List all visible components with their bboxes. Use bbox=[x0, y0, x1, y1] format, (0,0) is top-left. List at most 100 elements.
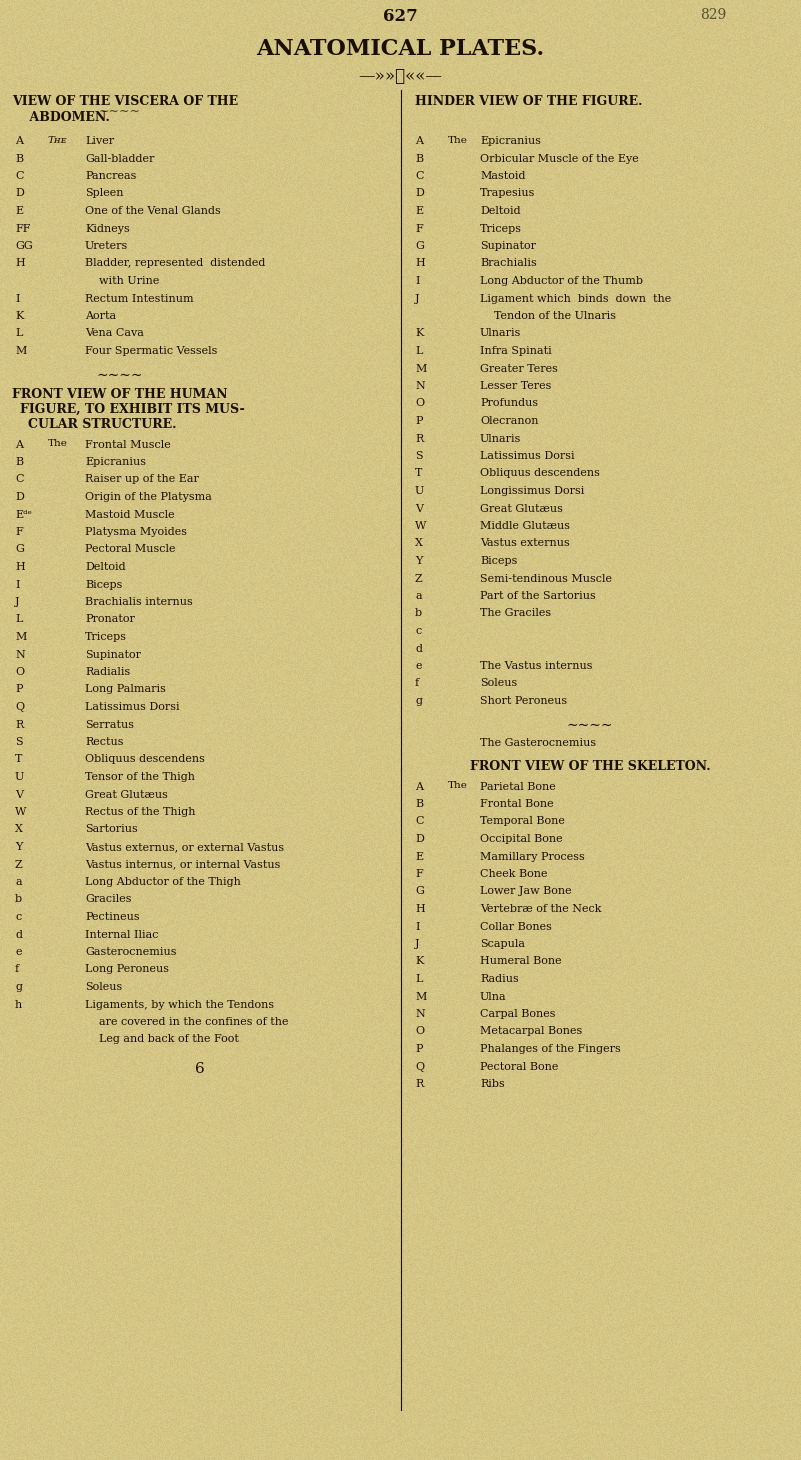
Text: N: N bbox=[415, 381, 425, 391]
Text: P: P bbox=[415, 1044, 422, 1054]
Text: Olecranon: Olecranon bbox=[480, 416, 538, 426]
Text: Parietal Bone: Parietal Bone bbox=[480, 781, 556, 791]
Text: Ribs: Ribs bbox=[480, 1079, 505, 1089]
Text: Y: Y bbox=[415, 556, 422, 566]
Text: Tendon of the Ulnaris: Tendon of the Ulnaris bbox=[480, 311, 616, 321]
Text: O: O bbox=[415, 399, 424, 409]
Text: C: C bbox=[15, 171, 23, 181]
Text: W: W bbox=[415, 521, 426, 531]
Text: X: X bbox=[15, 825, 23, 835]
Text: Obliquus descendens: Obliquus descendens bbox=[85, 755, 205, 765]
Text: ∼∼∼∼: ∼∼∼∼ bbox=[99, 105, 141, 118]
Text: P: P bbox=[15, 685, 22, 695]
Text: Supinator: Supinator bbox=[85, 650, 141, 660]
Text: Leg and back of the Foot: Leg and back of the Foot bbox=[85, 1035, 239, 1044]
Text: N: N bbox=[15, 650, 25, 660]
Text: g: g bbox=[15, 983, 22, 991]
Text: Ulna: Ulna bbox=[480, 991, 506, 1002]
Text: J: J bbox=[15, 597, 20, 607]
Text: K: K bbox=[415, 956, 424, 967]
Text: Long Abductor of the Thigh: Long Abductor of the Thigh bbox=[85, 877, 241, 888]
Text: F: F bbox=[15, 527, 22, 537]
Text: e: e bbox=[415, 661, 421, 672]
Text: Bladder, represented  distended: Bladder, represented distended bbox=[85, 258, 265, 269]
Text: Vastus externus, or external Vastus: Vastus externus, or external Vastus bbox=[85, 842, 284, 853]
Text: ∼∼∼∼: ∼∼∼∼ bbox=[97, 368, 143, 381]
Text: Rectus of the Thigh: Rectus of the Thigh bbox=[85, 807, 195, 818]
Text: 829: 829 bbox=[700, 7, 727, 22]
Text: Ligaments, by which the Tendons: Ligaments, by which the Tendons bbox=[85, 1000, 274, 1009]
Text: Orbicular Muscle of the Eye: Orbicular Muscle of the Eye bbox=[480, 153, 638, 164]
Text: Tensor of the Thigh: Tensor of the Thigh bbox=[85, 772, 195, 783]
Text: O: O bbox=[415, 1026, 424, 1037]
Text: e: e bbox=[15, 948, 22, 956]
Text: Phalanges of the Fingers: Phalanges of the Fingers bbox=[480, 1044, 621, 1054]
Text: S: S bbox=[15, 737, 22, 748]
Text: G: G bbox=[415, 241, 424, 251]
Text: The Vastus internus: The Vastus internus bbox=[480, 661, 593, 672]
Text: Graciles: Graciles bbox=[85, 895, 131, 905]
Text: B: B bbox=[15, 153, 23, 164]
Text: ANATOMICAL PLATES.: ANATOMICAL PLATES. bbox=[256, 38, 544, 60]
Text: B: B bbox=[415, 799, 423, 809]
Text: Eᵈᵉ: Eᵈᵉ bbox=[15, 510, 32, 520]
Text: Sartorius: Sartorius bbox=[85, 825, 138, 835]
Text: Humeral Bone: Humeral Bone bbox=[480, 956, 562, 967]
Text: L: L bbox=[415, 346, 422, 356]
Text: D: D bbox=[15, 492, 24, 502]
Text: Frontal Muscle: Frontal Muscle bbox=[85, 439, 171, 450]
Text: Biceps: Biceps bbox=[480, 556, 517, 566]
Text: Infra Spinati: Infra Spinati bbox=[480, 346, 552, 356]
Text: O: O bbox=[15, 667, 24, 677]
Text: E: E bbox=[415, 206, 423, 216]
Text: X: X bbox=[415, 539, 423, 549]
Text: Obliquus descendens: Obliquus descendens bbox=[480, 469, 600, 479]
Text: d: d bbox=[415, 644, 422, 654]
Text: 627: 627 bbox=[383, 7, 417, 25]
Text: Semi-tendinous Muscle: Semi-tendinous Muscle bbox=[480, 574, 612, 584]
Text: Collar Bones: Collar Bones bbox=[480, 921, 552, 931]
Text: Soleus: Soleus bbox=[480, 679, 517, 689]
Text: Middle Glutæus: Middle Glutæus bbox=[480, 521, 570, 531]
Text: K: K bbox=[415, 328, 424, 339]
Text: V: V bbox=[415, 504, 423, 514]
Text: GG: GG bbox=[15, 241, 33, 251]
Text: T: T bbox=[15, 755, 22, 765]
Text: Mamillary Process: Mamillary Process bbox=[480, 851, 585, 861]
Text: Pectineus: Pectineus bbox=[85, 912, 139, 923]
Text: 6: 6 bbox=[195, 1061, 205, 1076]
Text: Vertebræ of the Neck: Vertebræ of the Neck bbox=[480, 904, 602, 914]
Text: Spleen: Spleen bbox=[85, 188, 123, 199]
Text: Deltoid: Deltoid bbox=[480, 206, 521, 216]
Text: Vastus internus, or internal Vastus: Vastus internus, or internal Vastus bbox=[85, 860, 280, 870]
Text: CULAR STRUCTURE.: CULAR STRUCTURE. bbox=[28, 418, 176, 431]
Text: Ulnaris: Ulnaris bbox=[480, 434, 521, 444]
Text: Ligament which  binds  down  the: Ligament which binds down the bbox=[480, 293, 671, 304]
Text: Triceps: Triceps bbox=[480, 223, 522, 234]
Text: E: E bbox=[415, 851, 423, 861]
Text: FRONT VIEW OF THE HUMAN: FRONT VIEW OF THE HUMAN bbox=[12, 387, 227, 400]
Text: Z: Z bbox=[415, 574, 423, 584]
Text: H: H bbox=[15, 562, 25, 572]
Text: The Graciles: The Graciles bbox=[480, 609, 551, 619]
Text: g: g bbox=[415, 696, 422, 707]
Text: I: I bbox=[15, 293, 19, 304]
Text: F: F bbox=[415, 869, 423, 879]
Text: d: d bbox=[15, 930, 22, 939]
Text: L: L bbox=[415, 974, 422, 984]
Text: M: M bbox=[15, 346, 26, 356]
Text: S: S bbox=[415, 451, 423, 461]
Text: Metacarpal Bones: Metacarpal Bones bbox=[480, 1026, 582, 1037]
Text: C: C bbox=[415, 816, 424, 826]
Text: N: N bbox=[415, 1009, 425, 1019]
Text: Cheek Bone: Cheek Bone bbox=[480, 869, 548, 879]
Text: J: J bbox=[415, 939, 420, 949]
Text: Serratus: Serratus bbox=[85, 720, 134, 730]
Text: h: h bbox=[15, 1000, 22, 1009]
Text: Four Spermatic Vessels: Four Spermatic Vessels bbox=[85, 346, 217, 356]
Text: Rectus: Rectus bbox=[85, 737, 123, 748]
Text: b: b bbox=[415, 609, 422, 619]
Text: a: a bbox=[15, 877, 22, 888]
Text: Pancreas: Pancreas bbox=[85, 171, 136, 181]
Text: Radialis: Radialis bbox=[85, 667, 131, 677]
